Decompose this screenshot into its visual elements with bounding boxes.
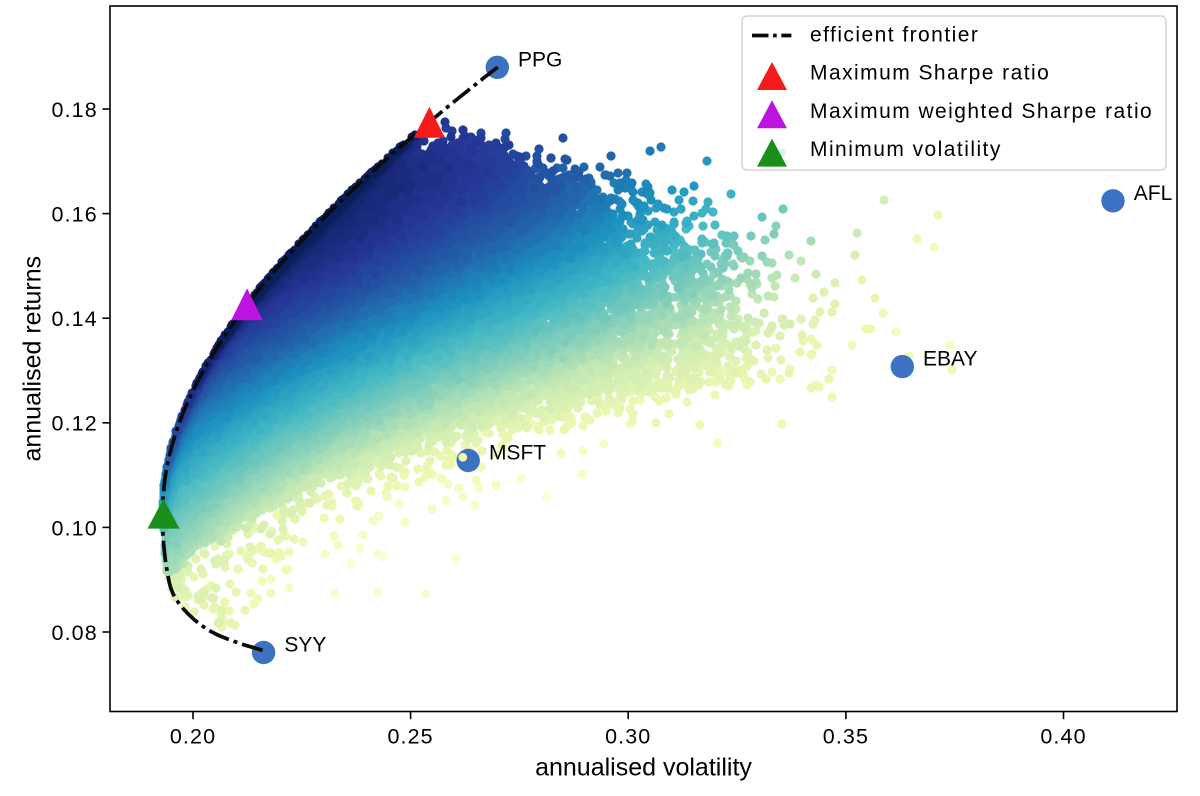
svg-text:0.08: 0.08 (52, 621, 98, 645)
svg-text:SYY: SYY (284, 634, 326, 657)
svg-text:0.35: 0.35 (823, 725, 869, 749)
svg-text:annualised returns: annualised returns (19, 256, 47, 462)
svg-text:0.16: 0.16 (52, 202, 98, 226)
svg-text:0.30: 0.30 (605, 725, 651, 749)
svg-text:Maximum Sharpe ratio: Maximum Sharpe ratio (810, 62, 1050, 85)
svg-text:0.20: 0.20 (170, 725, 216, 749)
svg-text:0.18: 0.18 (52, 98, 98, 122)
svg-text:Maximum weighted Sharpe ratio: Maximum weighted Sharpe ratio (810, 100, 1153, 123)
svg-text:EBAY: EBAY (923, 348, 977, 371)
svg-text:MSFT: MSFT (489, 442, 546, 465)
svg-text:0.10: 0.10 (52, 516, 98, 540)
svg-text:PPG: PPG (518, 48, 562, 71)
svg-text:annualised volatility: annualised volatility (535, 754, 752, 782)
svg-text:AFL: AFL (1134, 182, 1173, 205)
svg-text:0.40: 0.40 (1040, 725, 1086, 749)
svg-text:Minimum volatility: Minimum volatility (810, 138, 1002, 161)
svg-text:0.25: 0.25 (387, 725, 433, 749)
svg-text:efficient frontier: efficient frontier (810, 23, 979, 46)
svg-text:0.12: 0.12 (52, 412, 98, 436)
svg-text:0.14: 0.14 (52, 307, 98, 331)
